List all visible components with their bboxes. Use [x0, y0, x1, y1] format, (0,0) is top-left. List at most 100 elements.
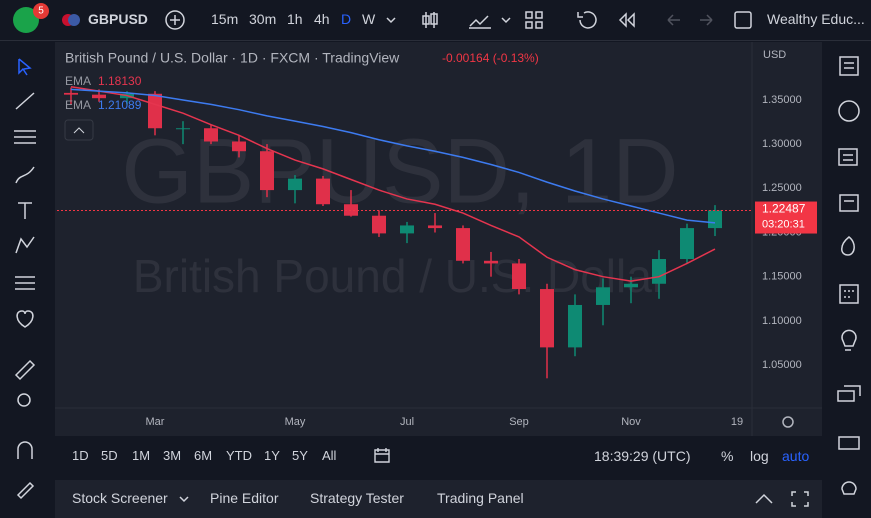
y-tick-label: 1.35000 — [762, 94, 802, 106]
panel-tab[interactable]: Stock Screener — [72, 490, 168, 506]
screener-dropdown[interactable] — [178, 493, 190, 505]
top-toolbar: 5 GBPUSD Wealthy Educ... — [0, 0, 871, 41]
brush-tool[interactable] — [15, 166, 35, 184]
interval[interactable]: 4h — [314, 11, 330, 27]
range-button[interactable]: 5Y — [292, 448, 308, 463]
scale-option[interactable]: auto — [782, 448, 810, 464]
undo-icon[interactable] — [667, 14, 680, 26]
datawindow-icon[interactable] — [839, 194, 859, 212]
candle-body — [680, 228, 694, 260]
replay-icon[interactable] — [618, 12, 635, 28]
range-button[interactable]: 3M — [163, 448, 182, 463]
toolbar-icons — [422, 11, 752, 29]
candle-body — [652, 259, 666, 284]
collapse-button[interactable] — [64, 119, 94, 141]
text-tool[interactable] — [18, 202, 32, 219]
range-button[interactable]: All — [322, 448, 337, 463]
indicators-dropdown[interactable] — [501, 17, 511, 24]
magnet-tool[interactable] — [17, 441, 33, 459]
trendline-tool[interactable] — [15, 92, 35, 110]
price-change: -0.00164 (-0.13%) — [442, 51, 539, 65]
candle-body — [260, 151, 274, 191]
scale-option[interactable]: log — [750, 448, 769, 464]
logo[interactable]: 5 — [8, 2, 52, 38]
interval[interactable]: D — [341, 11, 352, 27]
candle-body — [288, 178, 302, 191]
measure-tool[interactable] — [14, 359, 36, 381]
news-icon[interactable] — [838, 148, 858, 166]
date-range-icon[interactable] — [373, 447, 391, 465]
left-toolbar — [14, 58, 36, 500]
interval[interactable]: 30m — [249, 11, 277, 27]
y-tick-label: 1.10000 — [762, 315, 802, 327]
interval[interactable]: 1h — [287, 11, 303, 27]
panel-tab[interactable]: Pine Editor — [210, 490, 279, 506]
interval[interactable]: W — [362, 11, 376, 27]
range-button[interactable]: 1M — [132, 448, 151, 463]
hotlist-icon[interactable] — [841, 236, 855, 256]
redo-icon[interactable] — [700, 14, 713, 26]
x-tick-label: Nov — [621, 416, 641, 428]
candle-body — [92, 94, 106, 99]
add-symbol[interactable] — [164, 9, 186, 31]
range-button[interactable]: YTD — [226, 448, 252, 463]
fullscreen-icon[interactable] — [734, 11, 752, 29]
help-icon[interactable] — [841, 481, 857, 495]
settings-icon[interactable] — [782, 416, 794, 428]
y-tick-label: 1.05000 — [762, 359, 802, 371]
calendar-icon[interactable] — [839, 284, 859, 304]
range-bar — [55, 437, 822, 475]
legend-value: 1.18130 — [98, 74, 142, 88]
panel-tab[interactable]: Trading Panel — [437, 490, 524, 506]
candle-body — [512, 263, 526, 290]
legend-value: 1.21089 — [98, 98, 142, 112]
range-button[interactable]: 5D — [101, 448, 118, 463]
alerts-icon[interactable] — [838, 100, 860, 122]
lock-tool[interactable] — [16, 481, 35, 500]
symbol[interactable]: GBPUSD — [88, 11, 148, 27]
range-button[interactable]: 1D — [72, 448, 89, 463]
panel-expand[interactable] — [755, 493, 773, 504]
cursor-tool[interactable] — [18, 58, 32, 76]
prediction-tool[interactable] — [15, 276, 35, 290]
candle-body — [484, 260, 498, 264]
candle-body — [148, 93, 162, 129]
last-price-label: 1.22487 — [762, 202, 806, 216]
ideas-icon[interactable] — [841, 329, 857, 351]
candle-body — [400, 225, 414, 234]
streams-icon[interactable] — [838, 436, 860, 450]
favorites-tool[interactable] — [16, 310, 34, 328]
candle-body — [624, 283, 638, 288]
account[interactable]: Wealthy Educ... — [767, 11, 865, 27]
fib-tool[interactable] — [14, 130, 36, 144]
flag-icon — [62, 14, 80, 26]
chats-icon[interactable] — [837, 385, 861, 402]
clock[interactable]: 18:39:29 (UTC) — [594, 448, 691, 464]
chart: GBPUSD, 1D British Pound / U.S. Dollar B… — [55, 42, 822, 436]
alert-icon[interactable] — [577, 11, 597, 29]
panel-tab[interactable]: Strategy Tester — [310, 490, 404, 506]
x-tick-label: May — [285, 416, 306, 428]
x-tick-label: Sep — [509, 416, 529, 428]
range-button[interactable]: 1Y — [264, 448, 280, 463]
legend-name: EMA — [65, 98, 91, 112]
watermark-subtitle: British Pound / U.S. Dollar — [133, 250, 667, 302]
zoom-tool[interactable] — [17, 393, 31, 407]
interval-dropdown[interactable] — [385, 14, 397, 26]
last-price-box — [755, 201, 817, 234]
x-tick-label: 19 — [731, 416, 743, 428]
right-sidebar — [837, 56, 861, 495]
layout-icon[interactable] — [525, 11, 543, 29]
interval[interactable]: 15m — [211, 11, 239, 27]
candle-body — [372, 215, 386, 234]
scale-option[interactable]: % — [721, 448, 734, 464]
currency[interactable]: USD — [763, 49, 786, 61]
panel-maximize[interactable] — [791, 491, 809, 507]
pattern-tool[interactable] — [15, 236, 35, 254]
candle-body — [64, 92, 78, 95]
chart-type-icon[interactable] — [422, 12, 438, 28]
indicators-icon[interactable] — [469, 15, 491, 29]
range-button[interactable]: 6M — [194, 448, 213, 463]
watchlist-icon[interactable] — [839, 56, 859, 76]
